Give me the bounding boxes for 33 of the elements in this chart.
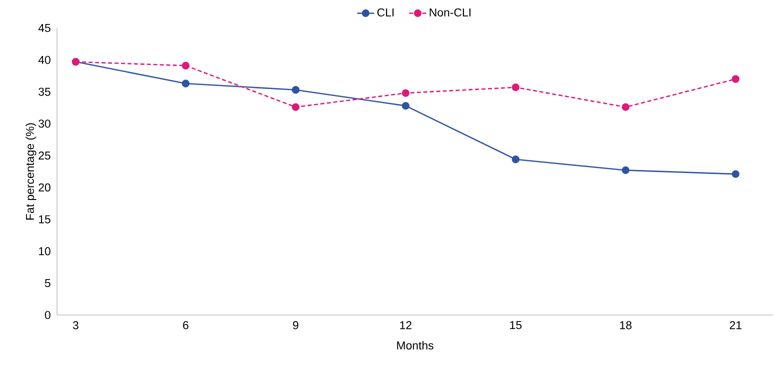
point	[732, 75, 740, 83]
point	[732, 170, 740, 178]
y-tick-label: 10	[38, 247, 50, 256]
x-tick-label: 12	[400, 321, 412, 330]
point	[512, 156, 520, 164]
point	[512, 83, 520, 92]
y-tick-label: 25	[38, 152, 50, 160]
x-tick-label: 6	[183, 321, 188, 330]
legend-label: Non-CLI	[430, 8, 470, 16]
x-tick-label: 21	[730, 321, 742, 330]
y-tick-label: 20	[38, 183, 50, 192]
point	[402, 89, 410, 97]
x-tick-label: 9	[293, 321, 298, 330]
y-tick-label: 15	[38, 215, 50, 224]
y-tick-label: 35	[38, 88, 50, 96]
y-tick-label: 5	[44, 279, 50, 288]
x-tick-label: 15	[510, 321, 522, 330]
point	[292, 86, 300, 94]
y-tick-label: 0	[44, 310, 50, 320]
x-axis-title: Months	[397, 341, 434, 350]
y-axis-title: Fat percentage (%)	[26, 123, 36, 220]
point	[402, 102, 410, 110]
y-tick-label: 30	[38, 120, 50, 128]
x-tick-label: 3	[72, 321, 78, 330]
x-tick-label: 18	[620, 321, 632, 330]
y-tick-label: 45	[38, 24, 50, 32]
point	[292, 103, 300, 111]
point	[182, 80, 190, 88]
legend-label: CLI	[377, 8, 394, 16]
point	[182, 62, 190, 70]
point	[622, 166, 630, 174]
y-tick-label: 40	[38, 56, 50, 64]
point	[622, 103, 630, 111]
